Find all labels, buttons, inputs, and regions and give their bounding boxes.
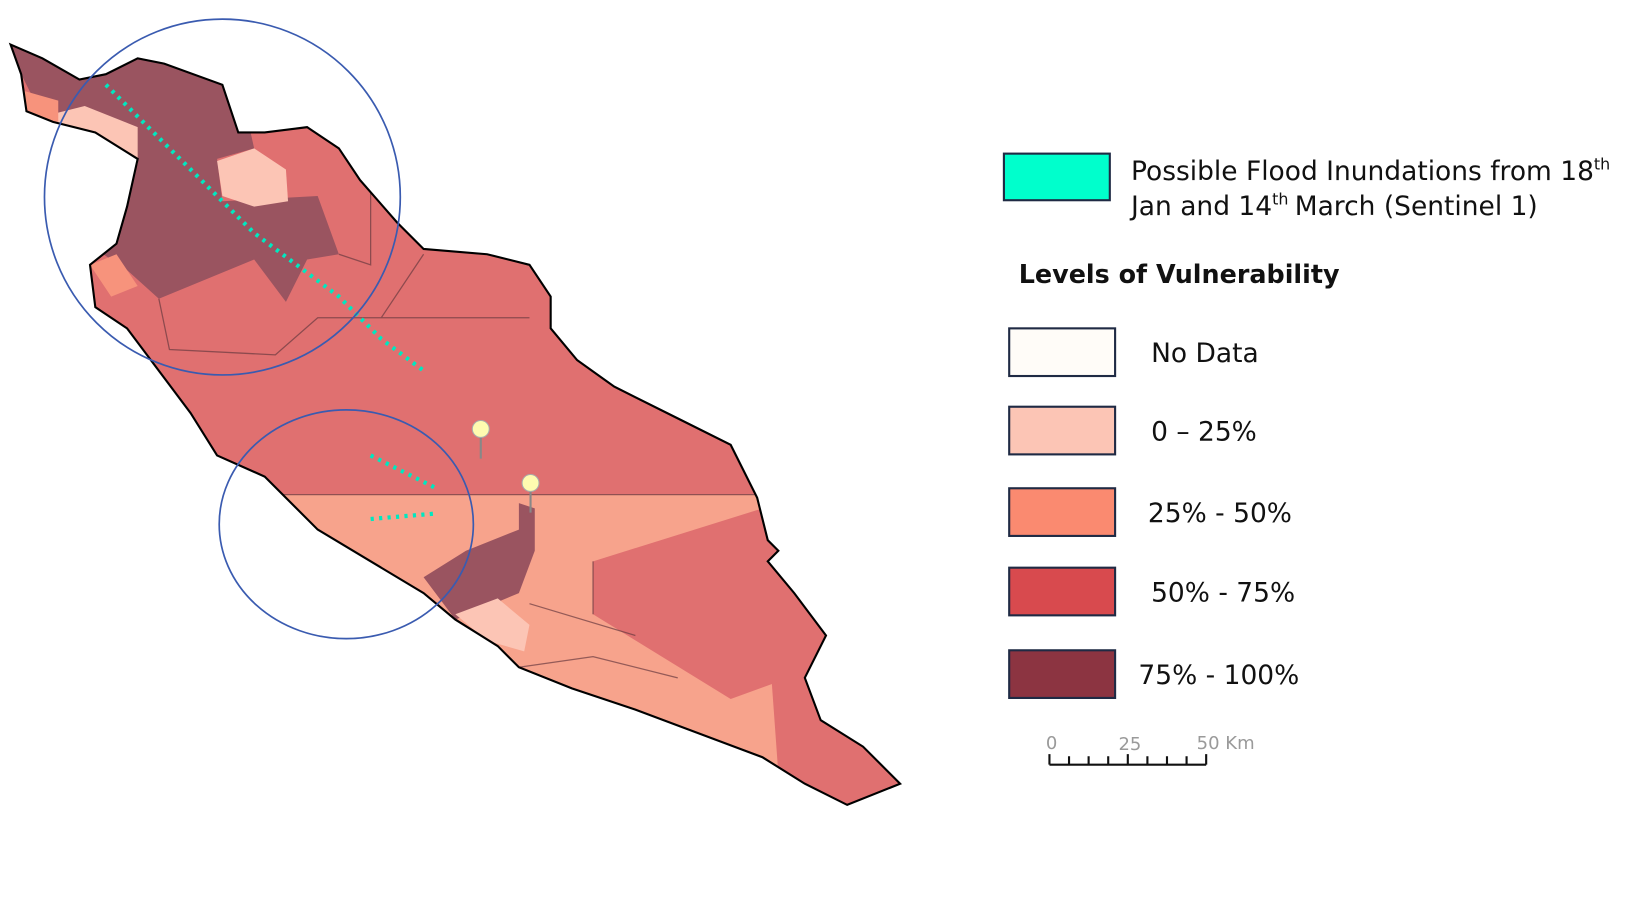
legend-text: Jan and 14 bbox=[1129, 191, 1272, 222]
highlight-circle bbox=[218, 409, 475, 640]
scale-ticks bbox=[1048, 754, 1208, 766]
legend-swatch bbox=[1002, 152, 1111, 202]
legend-text: th bbox=[1272, 189, 1288, 208]
scale-label: 25 bbox=[1118, 734, 1141, 755]
legend-label: 50% - 75% bbox=[1151, 578, 1295, 609]
legend-swatch bbox=[1008, 327, 1117, 378]
legend-label: 0 – 25% bbox=[1151, 417, 1257, 448]
region-0-25 bbox=[455, 598, 530, 652]
pin bbox=[471, 419, 490, 459]
legend-label: 75% - 100% bbox=[1138, 660, 1299, 691]
region-75-100 bbox=[423, 503, 535, 620]
legend-levels: No Data 0 – 25% 25% - 50% 50% - 75% 75% - 10… bbox=[1008, 327, 1299, 700]
legend-swatch bbox=[1008, 405, 1117, 456]
legend-text: Possible Flood Inundations from 18 bbox=[1131, 156, 1594, 187]
legend-label: Jan and 14th March (Sentinel 1) bbox=[1129, 189, 1538, 222]
scale-label: 0 bbox=[1046, 733, 1057, 754]
legend-title: Levels of Vulnerability bbox=[1019, 259, 1340, 289]
legend: Possible Flood Inundations from 18th Jan… bbox=[1002, 152, 1610, 700]
region-75-100 bbox=[10, 44, 339, 302]
region-boundaries bbox=[158, 180, 759, 679]
legend-swatch bbox=[1008, 487, 1117, 537]
pin bbox=[521, 473, 540, 513]
legend-swatch bbox=[1008, 566, 1117, 617]
flood-inundation bbox=[104, 83, 436, 522]
scale-bar: 0 25 50 Km bbox=[1046, 733, 1255, 766]
region-25-50 bbox=[90, 254, 138, 297]
legend-label: No Data bbox=[1151, 338, 1259, 369]
legend-text: th bbox=[1594, 155, 1610, 174]
legend-text: March (Sentinel 1) bbox=[1295, 191, 1538, 222]
region-0-25 bbox=[217, 148, 289, 207]
legend-label: 25% - 50% bbox=[1148, 498, 1292, 529]
legend-label: Possible Flood Inundations from 18th bbox=[1131, 155, 1610, 188]
legend-swatch bbox=[1008, 649, 1117, 700]
highlight-circle bbox=[43, 18, 402, 376]
scale-label: 50 Km bbox=[1197, 733, 1255, 754]
